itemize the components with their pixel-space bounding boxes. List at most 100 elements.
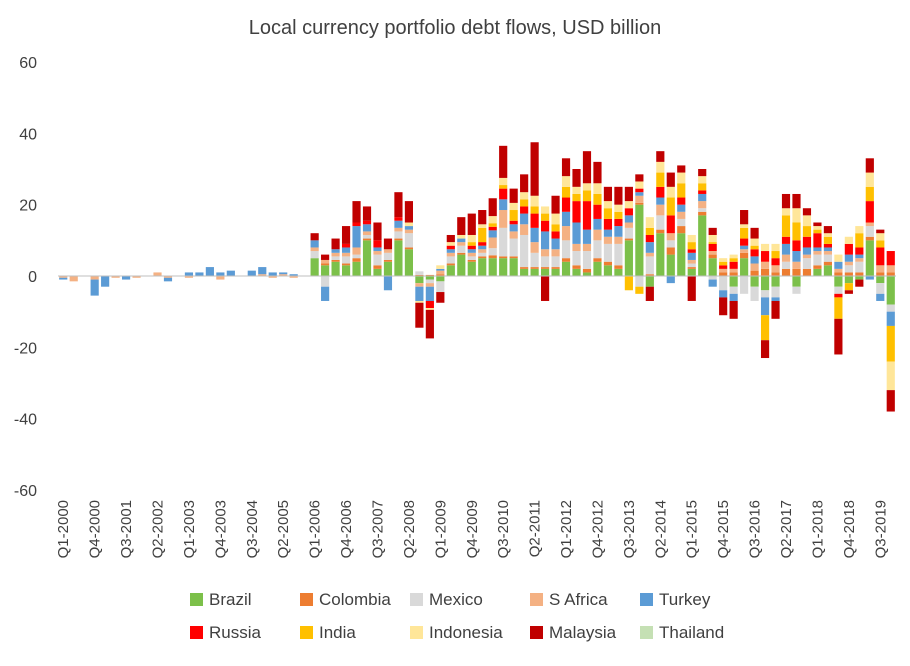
bar-segment-turkey	[488, 230, 497, 238]
bar-segment-brazil	[404, 249, 413, 276]
bar-segment-s-africa	[656, 204, 665, 216]
bar-segment-turkey	[834, 261, 843, 269]
bar-segment-s-africa	[520, 224, 529, 235]
bar-segment-s-africa	[383, 249, 393, 253]
bar-segment-malaysia	[352, 201, 361, 223]
bar-segment-mexico	[331, 256, 340, 260]
bar-segment-turkey	[582, 229, 592, 244]
x-tick-label: Q1-2003	[181, 500, 198, 558]
bar-segment-mexico	[394, 231, 403, 239]
bar-segment-colombia	[362, 238, 372, 241]
bar-segment-russia	[771, 258, 780, 266]
bar-segment-turkey	[844, 254, 853, 262]
bar-segment-malaysia	[750, 227, 759, 239]
bar-segment-india	[509, 210, 518, 221]
bar-segment-russia	[572, 201, 581, 223]
bar-segment-malaysia	[729, 300, 738, 319]
bar-segment-s-africa	[132, 276, 141, 278]
bar-segment-indonesia	[404, 222, 413, 227]
bar-segment-turkey	[436, 268, 445, 271]
bar-segment-malaysia	[425, 309, 434, 339]
bar-segment-s-africa	[771, 265, 780, 273]
bar-segment-brazil	[687, 268, 696, 276]
bar-segment-brazil	[677, 233, 686, 276]
x-tick-label: Q3-2007	[369, 500, 386, 558]
bar-segment-russia	[823, 243, 832, 248]
bar-segment-india	[865, 186, 874, 202]
bar-segment-s-africa	[719, 268, 728, 273]
bar-segment-malaysia	[844, 290, 853, 294]
bar-segment-turkey	[394, 220, 403, 228]
bar-segment-s-africa	[457, 242, 466, 246]
bar-segment-turkey	[499, 199, 508, 211]
x-tick-label: Q1-2009	[432, 500, 449, 558]
bar-segment-india	[687, 242, 696, 250]
x-tick-label: Q4-2006	[338, 500, 355, 558]
bar-segment-russia	[425, 300, 434, 309]
bar-segment-turkey	[781, 243, 791, 255]
bar-segment-malaysia	[530, 142, 539, 196]
bar-segment-colombia	[352, 258, 361, 262]
bar-segment-turkey	[561, 211, 571, 227]
bar-segment-brazil	[813, 268, 822, 276]
bar-segment-malaysia	[886, 390, 895, 412]
bar-segment-brazil	[876, 276, 885, 284]
bar-segment-india	[886, 325, 895, 362]
bar-segment-russia	[352, 222, 361, 227]
bar-segment-brazil	[551, 268, 560, 276]
y-tick-label: -40	[14, 412, 37, 429]
legend-swatch	[300, 593, 313, 606]
bar-segment-turkey	[90, 279, 99, 296]
x-tick-label: Q3-2013	[621, 500, 638, 558]
bar-segment-colombia	[541, 267, 550, 269]
bar-segment-russia	[362, 220, 372, 225]
bar-segment-mexico	[520, 234, 529, 268]
bar-segment-indonesia	[666, 186, 675, 198]
bar-segment-turkey	[509, 224, 518, 232]
bar-segment-malaysia	[478, 210, 487, 225]
bar-segment-mexico	[509, 238, 518, 257]
legend-swatch	[530, 593, 543, 606]
bar-segment-brazil	[394, 240, 403, 276]
bar-segment-s-africa	[362, 231, 372, 235]
bar-segment-brazil	[729, 276, 738, 287]
bar-segment-brazil	[425, 276, 434, 280]
bar-segment-turkey	[541, 231, 550, 250]
bar-segment-colombia	[331, 259, 340, 262]
bar-segment-malaysia	[635, 174, 644, 182]
bar-segment-turkey	[341, 247, 351, 253]
bar-segment-brazil	[740, 258, 749, 276]
bar-segment-turkey	[603, 229, 613, 237]
bar-segment-s-africa	[153, 272, 162, 276]
bar-segment-indonesia	[593, 183, 602, 194]
bar-segment-colombia	[488, 255, 497, 259]
bar-segment-brazil	[352, 261, 361, 276]
bar-segment-india	[520, 199, 529, 207]
x-tick-label: Q4-2018	[841, 500, 858, 558]
bar-segment-malaysia	[865, 158, 874, 173]
bar-segment-turkey	[708, 279, 717, 287]
bar-segment-brazil	[530, 268, 539, 276]
bar-segment-mexico	[499, 227, 508, 257]
bar-segment-russia	[792, 240, 801, 252]
bar-segment-indonesia	[687, 234, 696, 243]
bar-segment-india	[530, 206, 539, 214]
bar-segment-s-africa	[561, 226, 571, 241]
bar-segment-colombia	[750, 270, 759, 276]
bar-segment-india	[813, 229, 822, 234]
bar-segment-turkey	[520, 213, 529, 225]
bar-segment-s-africa	[708, 251, 717, 255]
x-tick-label: Q3-2001	[118, 500, 135, 558]
bar-segment-malaysia	[415, 302, 424, 328]
bar-segment-s-africa	[729, 268, 738, 273]
bar-segment-s-africa	[436, 270, 445, 275]
bar-segment-malaysia	[572, 169, 581, 187]
bar-segment-india	[488, 223, 497, 227]
bar-segment-colombia	[760, 268, 770, 276]
bar-segment-s-africa	[478, 249, 487, 253]
bar-segment-india	[844, 283, 853, 291]
bar-segment-colombia	[457, 252, 466, 255]
bar-segment-colombia	[404, 247, 413, 250]
bar-segment-russia	[729, 261, 738, 269]
bar-segment-s-africa	[666, 233, 675, 241]
